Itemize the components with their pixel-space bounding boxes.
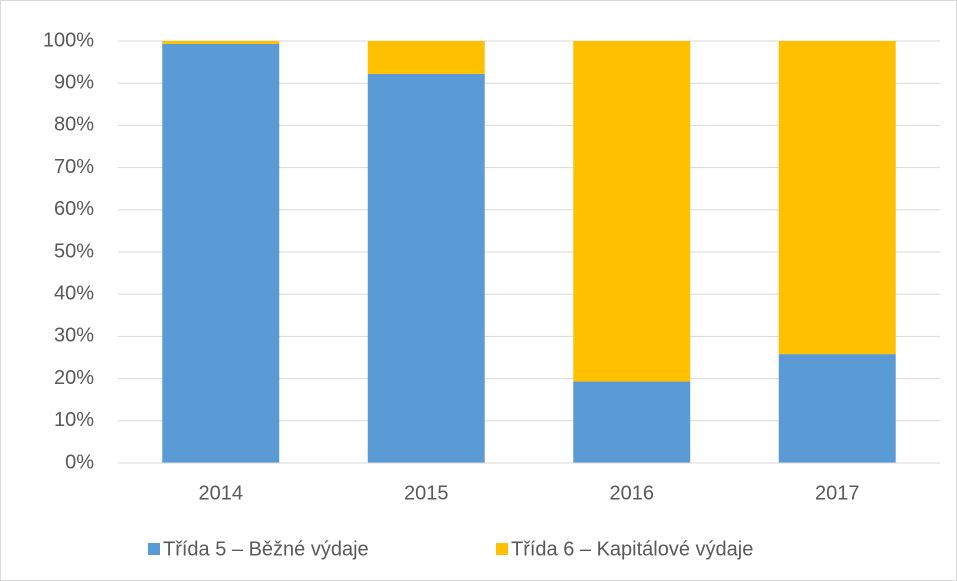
bar-segment [162,41,280,44]
y-tick-label: 60% [54,198,94,220]
y-tick-label: 90% [54,71,94,93]
y-tick-label: 20% [54,367,94,389]
x-tick-label: 2017 [815,482,860,504]
y-tick-label: 50% [54,240,94,262]
y-tick-label: 80% [54,114,94,136]
y-tick-label: 100% [43,29,94,51]
bar-segment [367,73,485,463]
legend-swatch [496,543,508,555]
y-tick-label: 70% [54,156,94,178]
x-tick-label: 2015 [404,482,449,504]
y-tick-label: 30% [54,325,94,347]
bar-segment [162,43,280,463]
bar-segment [778,41,896,355]
x-tick-label: 2014 [199,482,244,504]
bar-segment [367,41,485,74]
bar-segment [573,381,691,463]
y-tick-label: 10% [54,409,94,431]
x-tick-label: 2016 [610,482,655,504]
y-tick-label: 40% [54,282,94,304]
bar-segment [573,41,691,382]
y-tick-label: 0% [65,451,94,473]
bar-segment [778,354,896,463]
legend-swatch [148,543,160,555]
legend-label: Třída 6 – Kapitálové výdaje [511,538,753,560]
legend-label: Třída 5 – Běžné výdaje [163,538,369,560]
